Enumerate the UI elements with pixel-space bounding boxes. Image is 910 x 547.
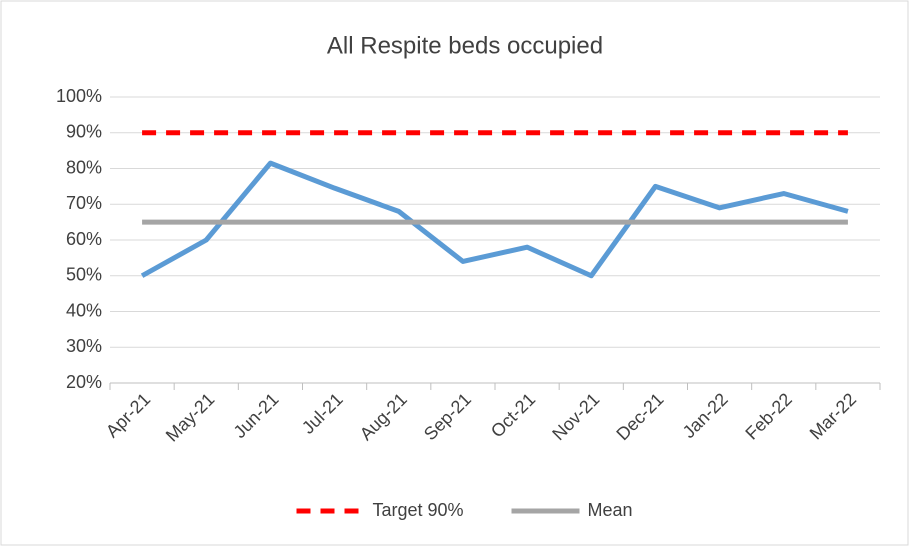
y-tick-label: 20% xyxy=(66,372,102,392)
y-tick-label: 100% xyxy=(56,86,102,106)
legend-label: Target 90% xyxy=(373,500,464,520)
y-tick-label: 50% xyxy=(66,265,102,285)
y-tick-label: 40% xyxy=(66,300,102,320)
y-tick-label: 60% xyxy=(66,229,102,249)
series-line xyxy=(140,160,849,279)
y-tick-label: 80% xyxy=(66,157,102,177)
y-tick-label: 90% xyxy=(66,122,102,142)
y-tick-label: 70% xyxy=(66,193,102,213)
chart-title: All Respite beds occupied xyxy=(327,32,603,59)
legend-label: Mean xyxy=(588,500,633,520)
y-tick-label: 30% xyxy=(66,336,102,356)
